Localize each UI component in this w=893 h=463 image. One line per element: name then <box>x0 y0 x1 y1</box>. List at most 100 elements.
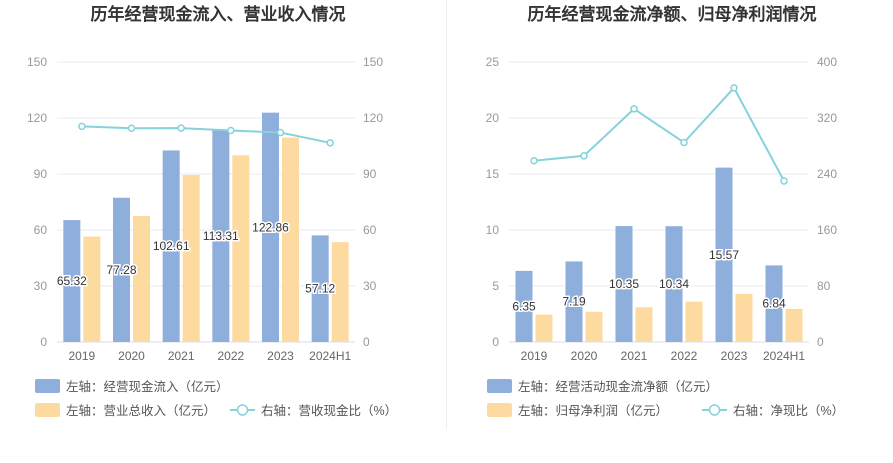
legend-swatch <box>487 379 512 393</box>
legend-label: 左轴：归母净利润（亿元） <box>518 403 668 418</box>
bar <box>83 236 101 342</box>
left-axis-tick-label: 5 <box>492 279 499 293</box>
x-axis-tick-label: 2024H1 <box>309 349 351 363</box>
right-axis-tick-label: 160 <box>817 223 837 237</box>
bar <box>331 242 349 342</box>
right-axis-tick-label: 80 <box>817 279 831 293</box>
line-point <box>580 152 588 160</box>
bar <box>162 150 180 342</box>
right-axis-tick-label: 240 <box>817 167 837 181</box>
x-axis-tick-label: 2023 <box>721 349 748 363</box>
bar-data-label: 65.32 <box>57 274 87 288</box>
bar <box>282 137 299 342</box>
right-axis-tick-label: 400 <box>817 55 837 69</box>
left-axis-tick-label: 20 <box>486 111 500 125</box>
bar-data-label: 113.31 <box>203 229 239 243</box>
line-point <box>326 139 334 147</box>
x-axis-tick-label: 2023 <box>267 349 294 363</box>
bar <box>182 174 200 342</box>
bar-data-label: 15.57 <box>709 248 739 262</box>
legend-label: 左轴：经营活动现金流净额（亿元） <box>518 379 718 394</box>
legend-label: 左轴：营业总收入（亿元） <box>66 403 216 418</box>
chart-svg-cash-inflow-revenue: 历年经营现金流入、营业收入情况 0 30 60 90 120 150 0 30 60 90 120 15… <box>27 4 397 418</box>
chart-title: 历年经营现金流净额、归母净利润情况 <box>528 4 817 24</box>
line-point <box>530 156 538 165</box>
bar <box>715 167 733 342</box>
legend-swatch-marker <box>708 404 721 416</box>
line-point <box>630 105 638 113</box>
left-axis-tick-label: 120 <box>27 111 47 125</box>
bar <box>765 265 783 342</box>
bar-data-label: 6.84 <box>762 297 786 311</box>
bar <box>515 270 533 342</box>
chart-svg-net-cash-profit: 历年经营现金流净额、归母净利润情况 0 5 10 15 20 25 0 80 160 240 320 4… <box>486 4 844 418</box>
legend-swatch <box>35 379 60 393</box>
line-point <box>730 84 738 92</box>
line-point <box>276 128 285 137</box>
left-axis-tick-label: 150 <box>27 55 47 69</box>
bar <box>212 130 230 342</box>
bar <box>113 197 130 342</box>
x-axis-tick-label: 2024H1 <box>763 349 805 363</box>
legend-swatch-marker <box>236 404 249 416</box>
chart-title: 历年经营现金流入、营业收入情况 <box>91 4 346 24</box>
bar <box>63 220 81 342</box>
legend-label: 左轴：经营现金流入（亿元） <box>66 379 229 394</box>
bar-data-label: 77.28 <box>106 263 136 277</box>
bar <box>262 112 279 342</box>
line-series <box>533 86 785 182</box>
x-axis-tick-label: 2020 <box>118 349 145 363</box>
line-point <box>780 177 788 185</box>
bar-data-label: 10.34 <box>659 277 689 291</box>
bar-data-label: 6.35 <box>512 299 536 313</box>
panel-divider <box>446 0 447 430</box>
chart-panel-net-cash-profit: 历年经营现金流净额、归母净利润情况 0 5 10 15 20 25 0 80 160 240 320 4… <box>447 0 893 458</box>
x-axis-tick-label: 2020 <box>571 349 598 363</box>
bar <box>735 293 753 342</box>
bar <box>665 226 683 342</box>
legend-swatch <box>35 403 60 417</box>
left-axis-tick-label: 15 <box>486 167 500 181</box>
right-axis-tick-label: 120 <box>363 111 383 125</box>
bar <box>585 311 603 342</box>
right-axis-tick-label: 320 <box>817 111 837 125</box>
x-axis-tick-label: 2021 <box>621 349 648 363</box>
legend-swatch <box>487 403 512 417</box>
line-point <box>680 138 688 147</box>
bar <box>133 216 150 342</box>
x-axis-tick-label: 2021 <box>168 349 195 363</box>
x-axis-tick-label: 2019 <box>68 349 95 363</box>
line-point <box>127 124 136 133</box>
line-point <box>227 126 235 135</box>
bar <box>232 155 250 342</box>
bar-data-label: 7.19 <box>562 295 586 309</box>
left-axis-tick-label: 0 <box>492 335 499 349</box>
left-axis-tick-label: 0 <box>40 335 47 349</box>
right-axis-tick-label: 60 <box>363 223 377 237</box>
line-series <box>81 125 331 144</box>
x-axis-tick-label: 2022 <box>671 349 698 363</box>
chart-panel-cash-inflow-revenue: 历年经营现金流入、营业收入情况 0 30 60 90 120 150 0 30 60 90 120 15… <box>0 0 446 458</box>
right-axis-tick-label: 150 <box>363 55 383 69</box>
right-axis-tick-label: 0 <box>817 335 824 349</box>
left-axis-tick-label: 30 <box>34 279 48 293</box>
right-axis-tick-label: 30 <box>363 279 377 293</box>
bar-data-label: 10.35 <box>609 277 639 291</box>
left-axis-tick-label: 25 <box>486 55 500 69</box>
legend-label: 右轴：净现比（%） <box>733 403 844 418</box>
x-axis-tick-label: 2022 <box>217 349 244 363</box>
right-axis-tick-label: 0 <box>363 335 370 349</box>
bar-data-label: 57.12 <box>305 282 335 296</box>
right-axis-tick-label: 90 <box>363 167 377 181</box>
bar-data-label: 102.61 <box>153 239 190 253</box>
left-axis-tick-label: 90 <box>34 167 48 181</box>
legend-label: 右轴：营收现金比（%） <box>261 403 397 418</box>
bar <box>311 235 329 342</box>
bar <box>635 307 653 342</box>
bar <box>615 226 633 342</box>
bar-data-label: 122.86 <box>252 220 289 234</box>
bar <box>685 301 703 342</box>
bar <box>785 308 803 342</box>
x-axis-tick-label: 2019 <box>521 349 548 363</box>
left-axis-tick-label: 60 <box>34 223 48 237</box>
